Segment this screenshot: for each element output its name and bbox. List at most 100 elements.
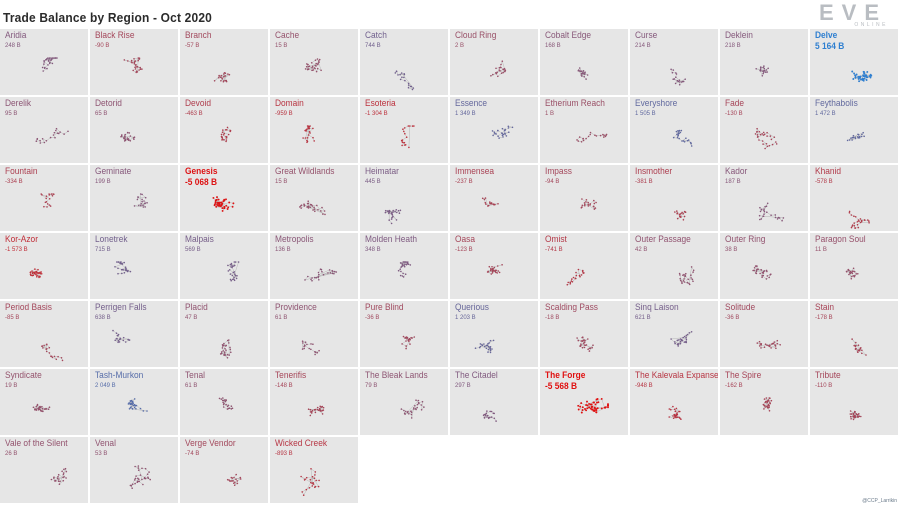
region-value: 744 B [365,43,381,49]
region-cell: Devoid -463 B [180,97,268,163]
region-map-icon [678,266,695,286]
region-value: 1 203 B [455,315,476,321]
region-cell: Fade -130 B [720,97,808,163]
region-name: Querious [455,302,489,313]
region-value: -110 B [815,383,833,389]
region-value: -90 B [95,43,110,49]
region-value: -94 B [545,179,560,185]
region-cell: Geminate 199 B [90,165,178,231]
region-map-icon [397,261,412,278]
region-name: Etherium Reach [545,98,605,109]
region-map-icon [755,65,769,77]
region-value: -5 068 B [185,177,218,188]
region-name: Outer Ring [725,234,766,245]
region-name: Fountain [5,166,38,177]
region-value: -741 B [545,247,563,253]
region-value: -1 304 B [365,111,388,117]
region-cell: Placid 47 B [180,301,268,367]
region-name: The Forge [545,370,586,381]
region-map-icon [848,210,870,229]
region-cell: Catch 744 B [360,29,448,95]
region-map-icon [481,197,499,207]
region-map-icon [401,335,416,350]
region-cell: Great Wildlands 15 B [270,165,358,231]
region-cell: Delve 5 164 B [810,29,898,95]
region-map-icon [486,264,503,275]
region-name: Malpais [185,234,214,245]
region-cell: Tash-Murkon 2 049 B [90,369,178,435]
region-map-icon [670,68,686,86]
region-name: Syndicate [5,370,42,381]
region-cell: Black Rise -90 B [90,29,178,95]
region-cell: Lonetrek 715 B [90,233,178,299]
region-cell: Sinq Laison 621 B [630,301,718,367]
region-cell: Perrigen Falls 638 B [90,301,178,367]
region-cell: Deklein 218 B [720,29,808,95]
region-cell: The Kalevala Expanse -948 B [630,369,718,435]
region-cell: Everyshore 1 505 B [630,97,718,163]
region-map-icon [577,67,589,80]
region-value: 19 B [5,383,18,389]
region-value: 621 B [635,315,651,321]
region-cell: Period Basis -85 B [0,301,88,367]
region-cell: Pure Blind -36 B [360,301,448,367]
region-map-icon [566,268,585,286]
region-value: 638 B [95,315,111,321]
region-cell: Detorid 65 B [90,97,178,163]
region-name: Derelik [5,98,32,109]
region-value: 248 B [5,43,21,49]
region-value: 715 B [95,247,111,253]
region-value: 199 B [95,179,111,185]
eve-online-logo: EVE ONLINE [818,0,888,28]
region-value: -18 B [545,315,560,321]
region-cell: Cloud Ring 2 B [450,29,538,95]
region-cell: Outer Ring 38 B [720,233,808,299]
region-name: The Spire [725,370,762,381]
region-name: Solitude [725,302,756,313]
region-name: Fade [725,98,745,109]
region-map-icon [576,336,594,352]
region-cell: Syndicate 19 B [0,369,88,435]
region-map-icon [758,202,785,222]
region-cell: Tenal 61 B [180,369,268,435]
author-credit: @CCP_Larrikin [862,498,897,504]
region-cell: Insmother -381 B [630,165,718,231]
region-cell: Impass -94 B [540,165,628,231]
region-value: -162 B [725,383,743,389]
region-name: The Bleak Lands [365,370,428,381]
region-map-icon [299,200,326,216]
logo-sub: ONLINE [854,22,888,28]
region-map-icon [304,268,338,282]
region-name: Cobalt Edge [545,30,592,41]
region-cell: Metropolis 136 B [270,233,358,299]
region-value: 53 B [95,451,108,457]
region-value: -36 B [725,315,740,321]
region-value: -237 B [455,179,473,185]
region-value: -130 B [725,111,743,117]
region-name: Lonetrek [95,234,128,245]
region-map-icon [490,60,507,78]
region-map-icon [220,126,232,143]
region-map-icon [301,340,320,356]
region-value: -1 573 B [5,247,28,253]
region-cell: Outer Passage 42 B [630,233,718,299]
region-value: 42 B [635,247,648,253]
region-value: -334 B [5,179,23,185]
region-value: -85 B [5,315,20,321]
region-value: -148 B [275,383,293,389]
region-map-icon [474,339,495,354]
region-value: 2 B [455,43,465,49]
region-cell: The Bleak Lands 79 B [360,369,448,435]
region-map-icon [849,410,862,421]
region-cell: Derelik 95 B [0,97,88,163]
region-value: -959 B [275,111,293,117]
region-name: Feythabolis [815,98,858,109]
region-map-icon [845,267,859,280]
region-value: 2 049 B [95,383,116,389]
region-cell: The Spire -162 B [720,369,808,435]
region-cell: Khanid -578 B [810,165,898,231]
region-value: 47 B [185,315,198,321]
region-name: Verge Vendor [185,438,236,449]
region-map-icon [762,397,773,412]
region-map-icon [482,410,497,422]
